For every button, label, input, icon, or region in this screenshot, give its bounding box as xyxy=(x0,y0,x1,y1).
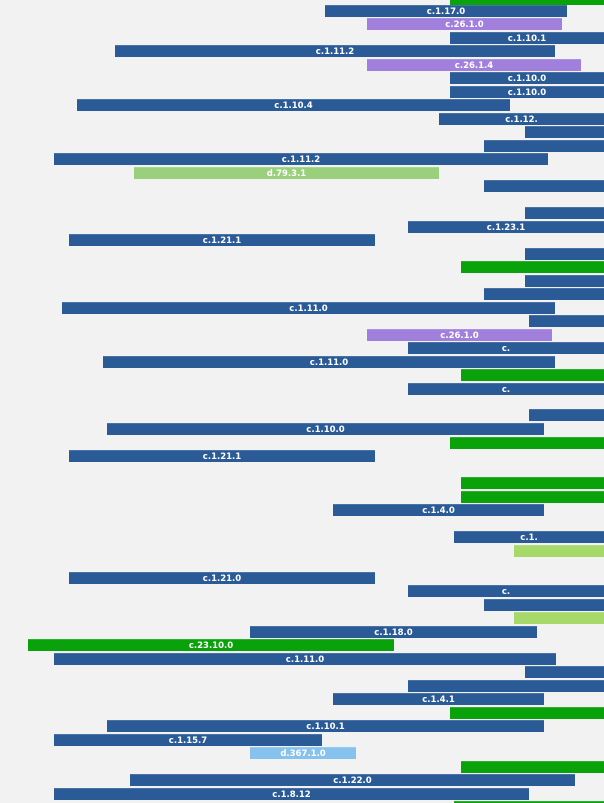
domain-bar xyxy=(484,180,604,192)
domain-bar xyxy=(450,0,604,5)
domain-bar-labeled: c.26.1.4 xyxy=(367,59,581,71)
domain-bar xyxy=(525,275,604,287)
domain-bar xyxy=(529,315,604,327)
domain-bar xyxy=(450,437,604,449)
domain-bar-labeled: c.1.21.0 xyxy=(69,572,375,584)
domain-bar xyxy=(525,666,604,678)
domain-bar-labeled: d.367.1.0 xyxy=(250,747,356,759)
domain-bar xyxy=(461,369,604,381)
domain-bar-labeled: c.1.11.0 xyxy=(62,302,555,314)
domain-bar xyxy=(525,248,604,260)
domain-bar xyxy=(461,261,604,273)
domain-bar-labeled: c.1.10.0 xyxy=(107,423,544,435)
domain-bar-labeled: c.1.4.1 xyxy=(333,693,544,705)
domain-bar xyxy=(525,126,604,138)
domain-bar-labeled: c.1.15.7 xyxy=(54,734,322,746)
domain-bar-labeled: c.1.10.4 xyxy=(77,99,510,111)
domain-bar-labeled: c.1.10.0 xyxy=(450,72,604,84)
domain-bar xyxy=(450,707,604,719)
domain-bar-labeled: c.1.4.0 xyxy=(333,504,544,516)
domain-bar-labeled: c.1.12. xyxy=(439,113,604,125)
domain-bar-labeled: c.1.18.0 xyxy=(250,626,537,638)
domain-bar-labeled: c.26.1.0 xyxy=(367,329,552,341)
domain-bar-labeled: c. xyxy=(408,383,604,395)
domain-bar xyxy=(514,612,604,624)
domain-bar xyxy=(461,477,604,489)
domain-bar-labeled: c. xyxy=(408,585,604,597)
domain-bar-labeled: c.23.10.0 xyxy=(28,639,394,651)
domain-bar xyxy=(514,545,604,557)
domain-bar-labeled: c.1.10.0 xyxy=(450,86,604,98)
domain-bar xyxy=(461,761,604,773)
domain-bar-labeled: c.26.1.0 xyxy=(367,18,562,30)
domain-bar-labeled: c.1.8.12 xyxy=(54,788,529,800)
domain-bar xyxy=(525,207,604,219)
domain-bar xyxy=(529,409,604,421)
domain-bar xyxy=(484,599,604,611)
domain-bar xyxy=(408,680,604,692)
domain-bar-labeled: c.1.22.0 xyxy=(130,774,575,786)
domain-bar xyxy=(484,288,604,300)
domain-bar-labeled: d.79.3.1 xyxy=(134,167,439,179)
domain-bar-labeled: c.1.10.1 xyxy=(107,720,544,732)
domain-bar-labeled: c.1.23.1 xyxy=(408,221,604,233)
domain-bar-labeled: c.1.10.1 xyxy=(450,32,604,44)
domain-bar-labeled: c.1.11.0 xyxy=(103,356,555,368)
domain-bar-labeled: c.1.11.0 xyxy=(54,653,556,665)
domain-bar xyxy=(461,491,604,503)
domain-bar xyxy=(484,140,604,152)
domain-bar-labeled: c.1.17.0 xyxy=(325,5,567,17)
domain-bar xyxy=(454,801,604,803)
domain-bar-labeled: c.1.21.1 xyxy=(69,450,375,462)
domain-bar-labeled: c.1. xyxy=(454,531,604,543)
domain-bar-labeled: c.1.11.2 xyxy=(115,45,555,57)
domain-bar-labeled: c.1.21.1 xyxy=(69,234,375,246)
domain-bar-labeled: c. xyxy=(408,342,604,354)
domain-bar-labeled: c.1.11.2 xyxy=(54,153,548,165)
